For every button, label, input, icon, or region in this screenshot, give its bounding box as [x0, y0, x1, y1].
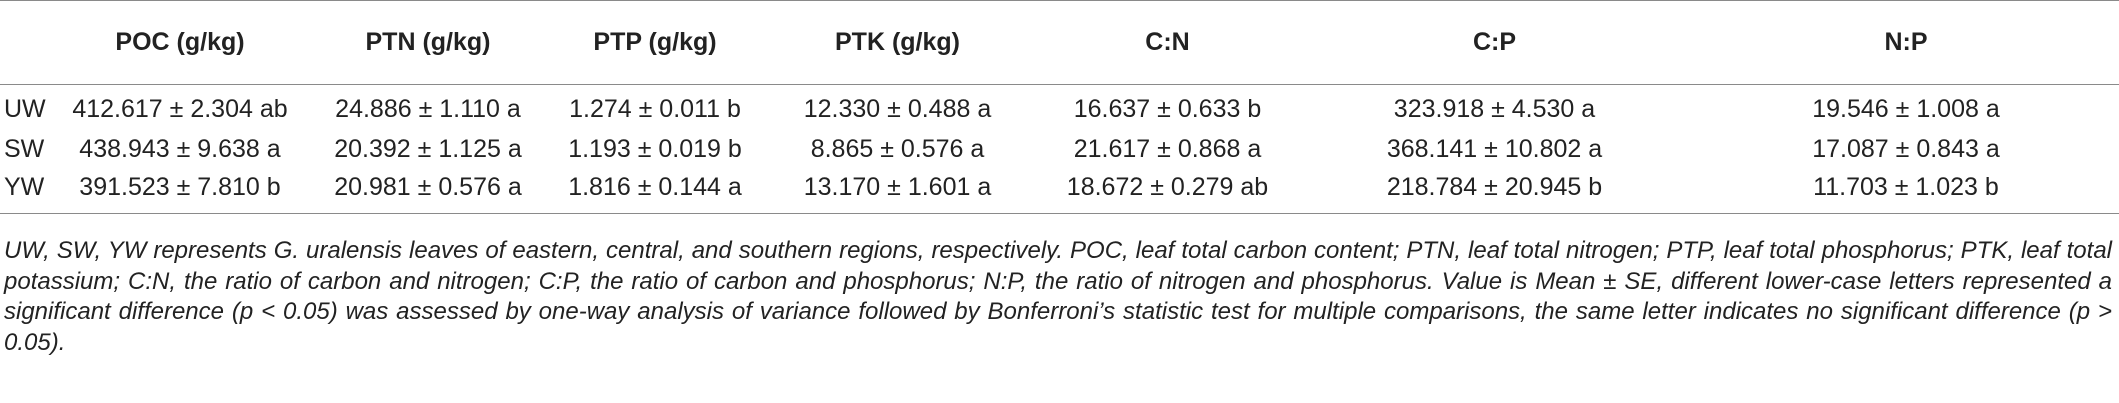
table-cell: 16.637 ± 0.633 b [1073, 94, 1262, 123]
table-cell: 12.330 ± 0.488 a [803, 94, 992, 123]
table-cell: 1.193 ± 0.019 b [568, 134, 742, 163]
table-cell: 1.816 ± 0.144 a [554, 170, 756, 214]
header-cell-np: N:P [1693, 0, 2119, 85]
table-cell: 20.981 ± 0.576 a [302, 170, 554, 214]
table-cell: 438.943 ± 9.638 a [79, 134, 281, 163]
header-cell-cp: C:P [1296, 0, 1693, 85]
table-cell: 19.546 ± 1.008 a [1812, 94, 2000, 123]
stoichiometry-table: POC (g/kg) PTN (g/kg) PTP (g/kg) PTK (g/… [0, 0, 2119, 214]
table-cell: 323.918 ± 4.530 a [1393, 94, 1596, 123]
header-row: POC (g/kg) PTN (g/kg) PTP (g/kg) PTK (g/… [0, 0, 2119, 85]
table-row: SW 438.943 ± 9.638 a 20.392 ± 1.125 a 1.… [0, 128, 2119, 171]
header-cell-ptp: PTP (g/kg) [554, 0, 756, 85]
table-cell: 24.886 ± 1.110 a [335, 94, 521, 123]
header-cell-ptn: PTN (g/kg) [302, 0, 554, 85]
table-cell: 13.170 ± 1.601 a [756, 170, 1039, 214]
table-cell: 368.141 ± 10.802 a [1386, 134, 1603, 163]
table-cell: 18.672 ± 0.279 ab [1039, 170, 1296, 214]
row-label: SW [4, 134, 45, 163]
data-table-container: POC (g/kg) PTN (g/kg) PTP (g/kg) PTK (g/… [0, 0, 2119, 214]
table-cell: 412.617 ± 2.304 ab [72, 94, 288, 123]
table-cell: 11.703 ± 1.023 b [1693, 170, 2119, 214]
table-cell: 21.617 ± 0.868 a [1073, 134, 1262, 163]
header-cell-cn: C:N [1039, 0, 1296, 85]
table-row: UW 412.617 ± 2.304 ab 24.886 ± 1.110 a 1… [0, 85, 2119, 128]
table-footnote: UW, SW, YW represents G. uralensis leave… [4, 237, 2112, 356]
header-cell-ptk: PTK (g/kg) [756, 0, 1039, 85]
header-cell-poc: POC (g/kg) [58, 0, 302, 85]
table-row: YW 391.523 ± 7.810 b 20.981 ± 0.576 a 1.… [0, 170, 2119, 214]
row-label: UW [4, 94, 46, 123]
table-cell: 17.087 ± 0.843 a [1812, 134, 2000, 163]
table-cell: 391.523 ± 7.810 b [58, 170, 302, 214]
header-cell-blank [0, 0, 58, 85]
table-cell: 20.392 ± 1.125 a [334, 134, 522, 163]
table-cell: 8.865 ± 0.576 a [810, 134, 985, 163]
table-cell: 1.274 ± 0.011 b [569, 94, 741, 123]
table-cell: 218.784 ± 20.945 b [1296, 170, 1693, 214]
row-label: YW [0, 170, 58, 214]
